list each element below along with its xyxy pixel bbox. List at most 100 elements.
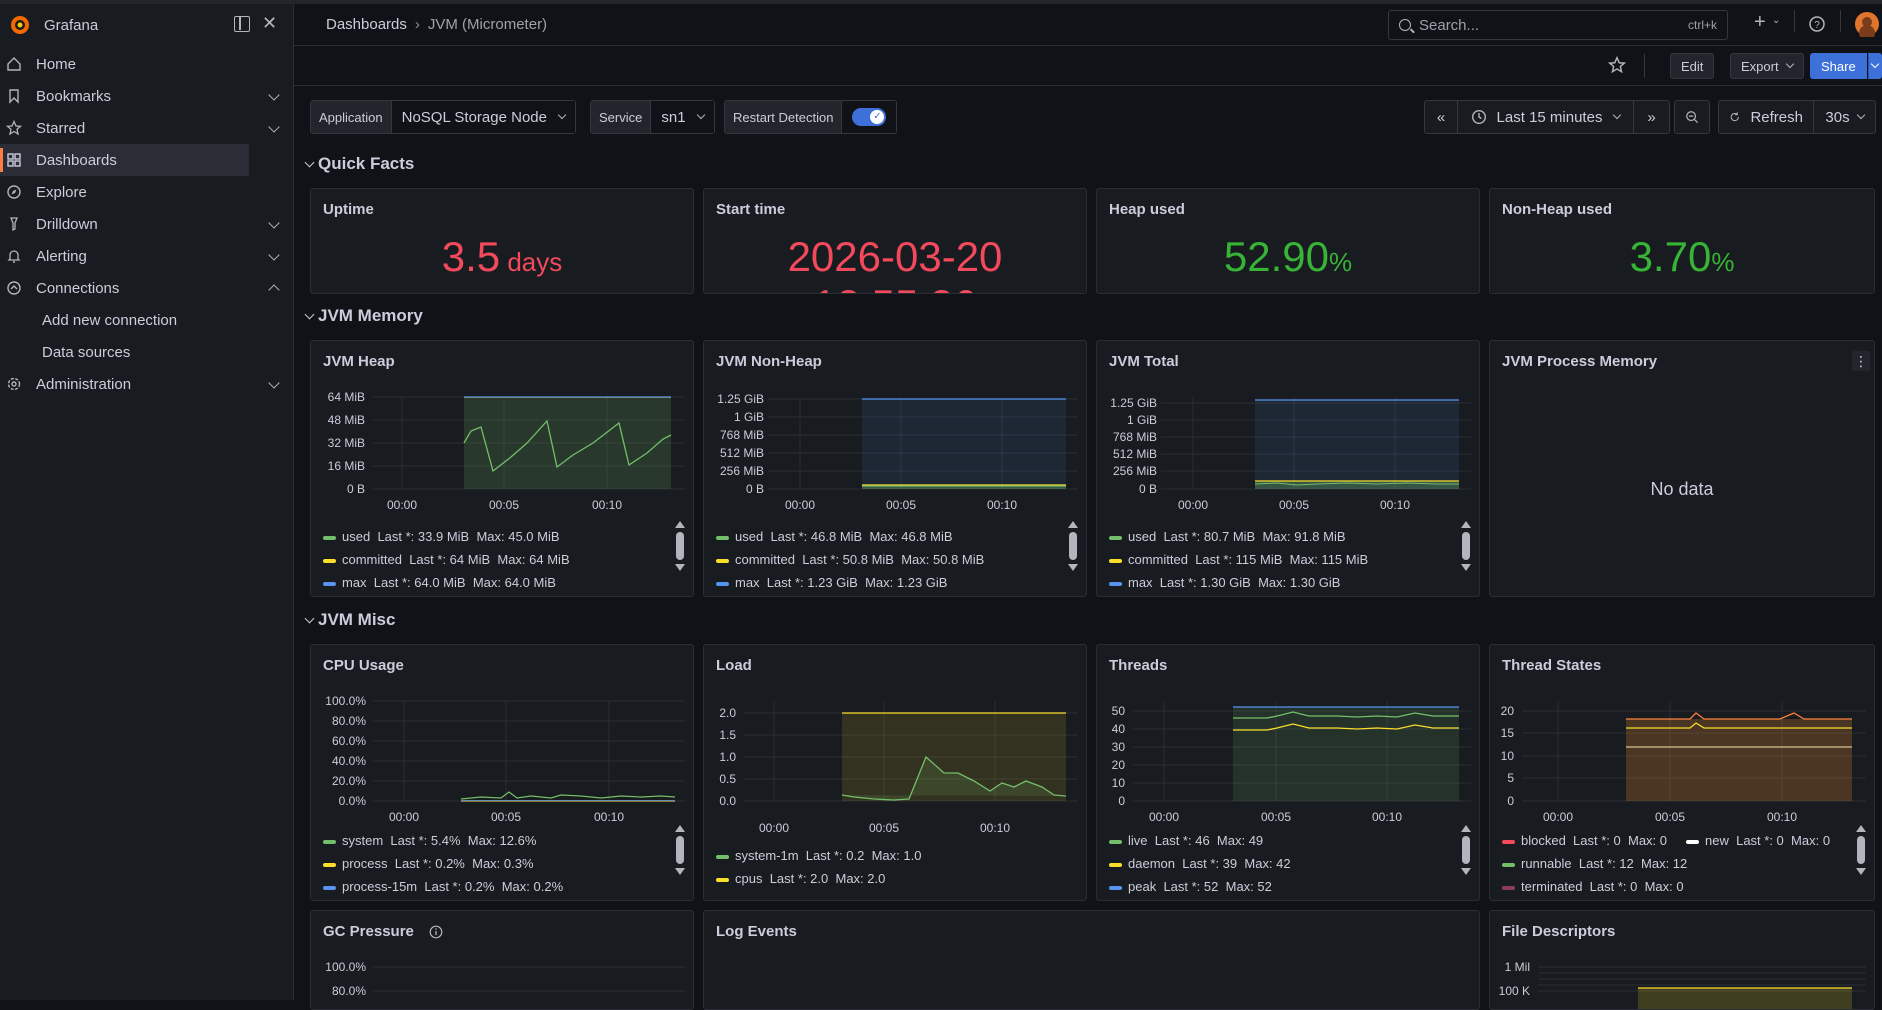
row-jvm-memory[interactable]: JVM Memory xyxy=(318,306,423,325)
grafana-logo-icon[interactable] xyxy=(8,13,32,37)
panel-gc-pressure[interactable]: GC Pressure 100.0% 80.0% xyxy=(310,910,694,1010)
legend-name: terminated xyxy=(1521,879,1583,894)
y-tick-label: 48 MiB xyxy=(328,413,365,427)
star-icon[interactable] xyxy=(1608,56,1626,74)
chevron-down-icon[interactable] xyxy=(268,249,280,261)
legend-scrollbar[interactable] xyxy=(1856,825,1866,875)
panel-threads[interactable]: Threads 50 40 30 20 10 0 00:00 00:05 00:… xyxy=(1096,644,1480,901)
y-tick-label: 10 xyxy=(1112,776,1126,790)
chevron-down-icon[interactable] xyxy=(268,377,280,389)
legend-item[interactable]: new Last *: 0 Max: 0 xyxy=(1686,833,1830,848)
sidebar-item-dashboards[interactable]: Dashboards xyxy=(0,144,249,176)
sidebar-item-connections[interactable]: Connections xyxy=(0,272,293,304)
svg-text:?: ? xyxy=(1814,20,1820,31)
legend-item[interactable]: blocked Last *: 0 Max: 0 xyxy=(1502,833,1667,848)
chevron-down-icon[interactable] xyxy=(268,89,280,101)
panel-jvm-total[interactable]: JVM Total 1.25 GiB 1 GiB 768 MiB 512 MiB… xyxy=(1096,340,1480,597)
legend-item[interactable]: peak Last *: 52 Max: 52 xyxy=(1109,879,1272,894)
clock-icon xyxy=(1471,109,1486,125)
panel-nonheap-used[interactable]: Non-Heap used 3.70% xyxy=(1489,188,1875,294)
legend-item[interactable]: used Last *: 33.9 MiB Max: 45.0 MiB xyxy=(323,529,560,544)
service-label: Service xyxy=(591,101,652,133)
legend-item[interactable]: max Last *: 1.30 GiB Max: 1.30 GiB xyxy=(1109,575,1340,590)
chevron-down-icon[interactable] xyxy=(268,217,280,229)
add-icon[interactable]: + xyxy=(1754,11,1766,33)
export-button[interactable]: Export xyxy=(1730,53,1804,79)
panel-file-descriptors[interactable]: File Descriptors 1 Mil 100 K xyxy=(1489,910,1875,1010)
legend-name: used xyxy=(735,529,764,544)
time-range-picker[interactable]: Last 15 minutes xyxy=(1458,100,1634,134)
y-tick-label: 0.0 xyxy=(719,794,736,808)
chevron-down-icon[interactable] xyxy=(268,121,280,133)
refresh-button[interactable]: Refresh xyxy=(1718,100,1814,134)
legend-item[interactable]: daemon Last *: 39 Max: 42 xyxy=(1109,856,1291,871)
avatar[interactable] xyxy=(1854,11,1880,37)
close-menu-icon[interactable]: ✕ xyxy=(262,13,278,33)
sidebar-item-drilldown[interactable]: Drilldown xyxy=(0,208,293,240)
panel-jvm-process-memory[interactable]: JVM Process Memory ⋮ No data xyxy=(1489,340,1875,597)
edit-button[interactable]: Edit xyxy=(1670,53,1715,79)
share-menu-button[interactable] xyxy=(1868,53,1882,79)
chevron-down-icon[interactable]: ⌄ xyxy=(1772,15,1781,26)
sidebar-item-starred[interactable]: Starred xyxy=(0,112,293,144)
panel-menu-icon[interactable]: ⋮ xyxy=(1852,351,1870,371)
panel-start-time[interactable]: Start time 2026-03-20 12:55:36 xyxy=(703,188,1087,294)
legend-scrollbar[interactable] xyxy=(675,521,685,571)
legend-item[interactable]: cpus Last *: 2.0 Max: 2.0 xyxy=(716,871,885,886)
sidebar-item-home[interactable]: Home xyxy=(0,48,293,80)
legend-item[interactable]: committed Last *: 64 MiB Max: 64 MiB xyxy=(323,552,570,567)
sidebar-item-data-sources[interactable]: Data sources xyxy=(0,336,293,368)
legend-item[interactable]: system Last *: 5.4% Max: 12.6% xyxy=(323,833,536,848)
sidebar-item-bookmarks[interactable]: Bookmarks xyxy=(0,80,293,112)
legend-item[interactable]: process-15m Last *: 0.2% Max: 0.2% xyxy=(323,879,563,894)
panel-jvm-heap[interactable]: JVM Heap 64 MiB 48 MiB 32 MiB 16 MiB 0 B… xyxy=(310,340,694,597)
zoom-out-button[interactable] xyxy=(1674,100,1710,134)
service-select[interactable]: sn1 xyxy=(651,101,714,133)
legend-item[interactable]: used Last *: 80.7 MiB Max: 91.8 MiB xyxy=(1109,529,1346,544)
application-select[interactable]: NoSQL Storage Node xyxy=(391,101,575,133)
legend-item[interactable]: live Last *: 46 Max: 49 xyxy=(1109,833,1263,848)
legend-scrollbar[interactable] xyxy=(1461,825,1471,875)
chevron-up-icon[interactable] xyxy=(268,284,280,296)
legend-item[interactable]: runnable Last *: 12 Max: 12 xyxy=(1502,856,1687,871)
share-button[interactable]: Share xyxy=(1810,53,1867,79)
legend-scrollbar[interactable] xyxy=(675,825,685,875)
panel-log-events[interactable]: Log Events xyxy=(703,910,1480,1010)
time-forward-button[interactable]: » xyxy=(1634,100,1670,134)
panel-uptime[interactable]: Uptime 3.5 days xyxy=(310,188,694,294)
y-tick-label: 768 MiB xyxy=(1113,430,1157,444)
sidebar-item-explore[interactable]: Explore xyxy=(0,176,293,208)
panel-title: Non-Heap used xyxy=(1502,201,1613,218)
panel-title: JVM Non-Heap xyxy=(716,353,822,370)
legend-item[interactable]: committed Last *: 50.8 MiB Max: 50.8 MiB xyxy=(716,552,984,567)
panel-thread-states[interactable]: Thread States 20 15 10 5 0 00:00 00:05 0… xyxy=(1489,644,1875,901)
sidebar-item-add-new-connection[interactable]: Add new connection xyxy=(0,304,293,336)
legend-swatch xyxy=(1109,558,1122,563)
legend-item[interactable]: max Last *: 64.0 MiB Max: 64.0 MiB xyxy=(323,575,556,590)
panel-heap-used[interactable]: Heap used 52.90% xyxy=(1096,188,1480,294)
refresh-interval-picker[interactable]: 30s xyxy=(1814,100,1876,134)
time-back-button[interactable]: « xyxy=(1424,100,1458,134)
legend-item[interactable]: process Last *: 0.2% Max: 0.3% xyxy=(323,856,534,871)
info-icon[interactable] xyxy=(429,925,443,939)
row-quick-facts[interactable]: Quick Facts xyxy=(318,154,415,173)
legend-scrollbar[interactable] xyxy=(1068,521,1078,571)
panel-jvm-nonheap[interactable]: JVM Non-Heap 1.25 GiB 1 GiB 768 MiB 512 … xyxy=(703,340,1087,597)
search-input[interactable]: Search... ctrl+k xyxy=(1388,10,1728,40)
legend-item[interactable]: committed Last *: 115 MiB Max: 115 MiB xyxy=(1109,552,1368,567)
sidebar-item-administration[interactable]: Administration xyxy=(0,368,293,400)
help-icon[interactable]: ? xyxy=(1808,15,1826,33)
panel-cpu-usage[interactable]: CPU Usage 100.0% 80.0% 60.0% 40.0% 20.0%… xyxy=(310,644,694,901)
breadcrumb-dashboards[interactable]: Dashboards xyxy=(326,16,407,33)
legend-last: Last *: 5.4% xyxy=(390,833,461,848)
legend-item[interactable]: used Last *: 46.8 MiB Max: 46.8 MiB xyxy=(716,529,953,544)
legend-item[interactable]: terminated Last *: 0 Max: 0 xyxy=(1502,879,1684,894)
restart-detection-toggle[interactable] xyxy=(852,108,887,126)
legend-scrollbar[interactable] xyxy=(1461,521,1471,571)
panel-load[interactable]: Load 2.0 1.5 1.0 0.5 0.0 00:00 00:05 00:… xyxy=(703,644,1087,901)
sidebar-item-alerting[interactable]: Alerting xyxy=(0,240,293,272)
legend-item[interactable]: system-1m Last *: 0.2 Max: 1.0 xyxy=(716,848,921,863)
legend-item[interactable]: max Last *: 1.23 GiB Max: 1.23 GiB xyxy=(716,575,947,590)
row-jvm-misc[interactable]: JVM Misc xyxy=(318,610,396,629)
dock-menu-icon[interactable] xyxy=(234,16,250,32)
